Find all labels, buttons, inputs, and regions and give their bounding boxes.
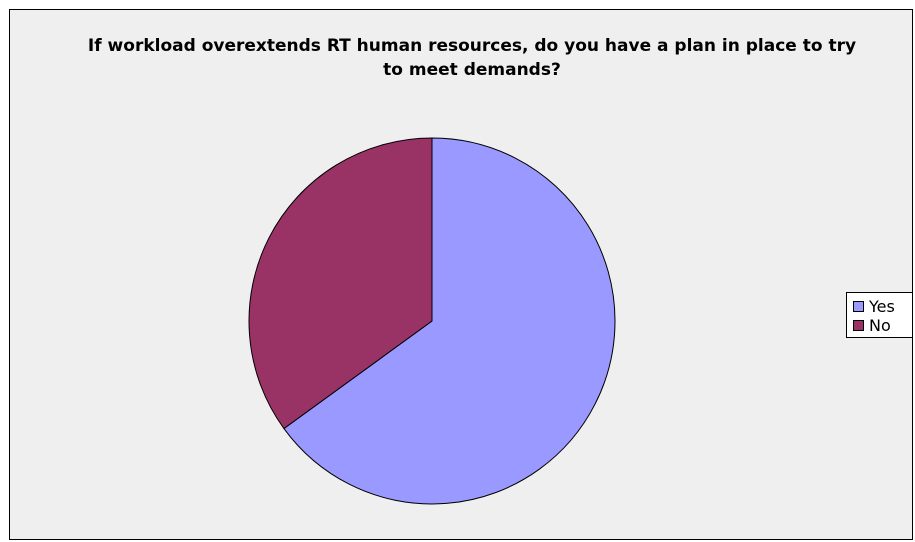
legend-label-no: No — [869, 316, 891, 335]
legend-item-no: No — [853, 316, 912, 335]
legend-item-yes: Yes — [853, 297, 912, 316]
legend-swatch-yes — [853, 301, 864, 312]
legend: Yes No — [846, 292, 912, 338]
pie-slice-yes — [283, 137, 616, 505]
legend-swatch-no — [853, 320, 864, 331]
legend-label-yes: Yes — [869, 297, 895, 316]
pie-slice-no — [248, 137, 433, 430]
chart-title: If workload overextends RT human resourc… — [87, 36, 857, 80]
